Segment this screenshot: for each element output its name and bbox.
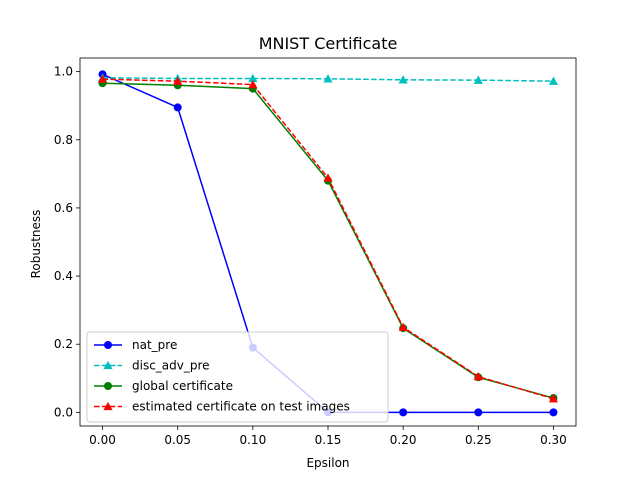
series-estimated-certificate-on-test-images xyxy=(97,74,559,403)
y-tick-label: 0.6 xyxy=(54,201,73,215)
x-tick-label: 0.15 xyxy=(315,433,342,447)
legend-label: disc_adv_pre xyxy=(132,359,210,373)
data-point xyxy=(398,75,408,84)
legend-marker xyxy=(104,382,112,390)
y-tick-label: 0.8 xyxy=(54,133,73,147)
legend-label: estimated certificate on test images xyxy=(132,400,350,414)
data-point xyxy=(474,408,483,417)
y-tick-label: 0.0 xyxy=(54,405,73,419)
data-point xyxy=(548,76,559,85)
x-tick-label: 0.20 xyxy=(390,433,417,447)
chart-title: MNIST Certificate xyxy=(259,34,398,53)
x-tick-label: 0.30 xyxy=(540,433,567,447)
data-point xyxy=(549,408,558,417)
y-tick-label: 1.0 xyxy=(54,65,73,79)
y-tick-label: 0.2 xyxy=(54,337,73,351)
data-point xyxy=(398,322,408,331)
data-point xyxy=(399,408,408,417)
x-axis-label: Epsilon xyxy=(306,456,349,470)
axes-frame xyxy=(79,57,577,427)
x-tick-label: 0.00 xyxy=(89,433,116,447)
legend-label: nat_pre xyxy=(132,338,177,352)
legend-marker xyxy=(103,401,113,411)
y-axis-label: Robustness xyxy=(29,210,43,279)
data-point xyxy=(173,76,183,85)
data-point xyxy=(473,75,483,84)
legend-marker xyxy=(104,341,112,349)
x-tick-label: 0.05 xyxy=(164,433,191,447)
data-point xyxy=(323,173,333,182)
x-tick-label: 0.10 xyxy=(239,433,266,447)
data-point xyxy=(248,79,258,89)
x-tick-label: 0.25 xyxy=(465,433,492,447)
data-point xyxy=(323,74,333,83)
data-point xyxy=(548,394,559,403)
legend-box xyxy=(86,331,389,423)
data-point xyxy=(248,73,258,83)
data-point xyxy=(173,103,182,112)
legend-marker xyxy=(103,360,113,370)
data-point xyxy=(97,74,108,83)
legend-label: global certificate xyxy=(132,379,233,393)
data-point xyxy=(473,371,483,381)
y-tick-label: 0.4 xyxy=(54,269,73,283)
plot-area: 0.00 0.05 0.10 0.15 0.20 0.25 0.30 0.0 0.2 0.4 0.6… xyxy=(54,57,577,447)
